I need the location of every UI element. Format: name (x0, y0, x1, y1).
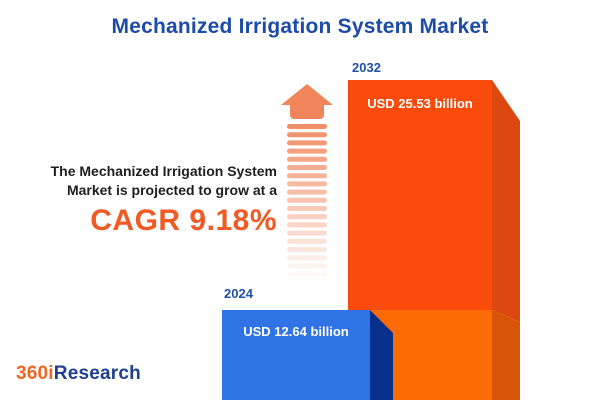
growth-arrow-dash (287, 181, 327, 187)
bar-2032-side-top (492, 80, 520, 322)
growth-arrow-head (281, 84, 333, 105)
growth-arrow-dash (287, 214, 327, 220)
growth-arrow-dash (287, 124, 327, 129)
growth-arrow-dash (287, 165, 327, 170)
logo-part-research: Research (53, 363, 141, 384)
growth-arrow-dash (287, 255, 327, 261)
bar-2024-front (222, 310, 370, 400)
statement-line-2: Market is projected to grow at a (66, 182, 277, 198)
year-label-2032: 2032 (352, 60, 381, 75)
growth-arrow-dash (287, 206, 327, 211)
value-label-2024: USD 12.64 billion (243, 324, 349, 339)
company-logo: 360iResearch (16, 363, 141, 385)
logo-part-360i: 360i (16, 363, 54, 384)
bar-2032-front-top (348, 80, 492, 310)
growth-arrow-base (290, 100, 324, 119)
growth-arrow-dash (287, 148, 327, 154)
growth-arrow-dash (287, 263, 327, 269)
bar-2032-side-bottom (492, 310, 520, 400)
page-title: Mechanized Irrigation System Market (111, 15, 489, 38)
statement-line-1: The Mechanized Irrigation System (50, 163, 277, 179)
growth-arrow-dash (287, 189, 327, 195)
growth-arrow-dashes (287, 124, 327, 277)
growth-arrow-dash (287, 230, 327, 236)
growth-arrow-dash (287, 156, 327, 162)
growth-arrow-dash (287, 140, 327, 146)
value-label-2032: USD 25.53 billion (367, 96, 473, 111)
growth-arrow-dash (287, 197, 327, 203)
growth-arrow-dash (287, 132, 327, 138)
statement-block: The Mechanized Irrigation System Market … (18, 162, 277, 238)
bar-2024-side (370, 310, 393, 400)
growth-arrow-dash (287, 238, 327, 244)
growth-arrow-dash (287, 173, 327, 179)
year-label-2024: 2024 (224, 286, 253, 301)
cagr-value: CAGR 9.18% (90, 204, 277, 237)
growth-arrow-dash (287, 247, 327, 252)
growth-arrow-dash (287, 271, 327, 277)
growth-arrow-dash (287, 222, 327, 228)
